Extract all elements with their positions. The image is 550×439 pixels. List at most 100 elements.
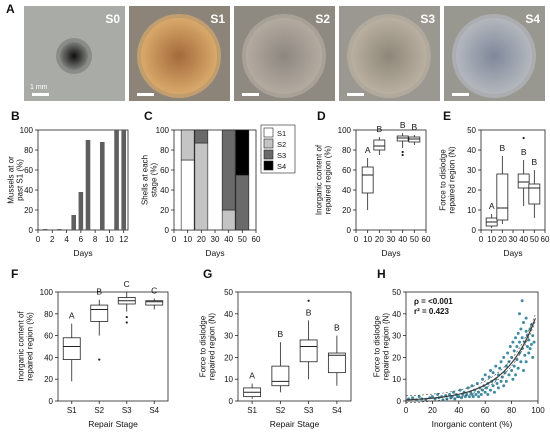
scatter-point (518, 340, 522, 344)
scatter-point (504, 379, 508, 383)
x-tick-label: S3 (122, 406, 132, 415)
y-axis-label: Shells at each (141, 155, 150, 205)
photo-s3: S3 (339, 6, 440, 101)
scatter-point (488, 388, 492, 392)
x-tick-label: 10 (363, 235, 372, 244)
y-tick-label: 0 (229, 397, 234, 406)
scatter-point (483, 373, 487, 377)
y-tick-label: 10 (467, 206, 476, 215)
panel-label: D (317, 109, 326, 123)
box (299, 339, 318, 363)
photo-s4: S4 (444, 6, 545, 101)
y-tick-label: 30 (392, 332, 401, 341)
box (496, 173, 509, 221)
y-tick-label: 40 (467, 146, 476, 155)
y-tick-label: 80 (44, 310, 53, 319)
box (90, 304, 109, 322)
scatter-point (520, 299, 524, 303)
scatter-point (452, 390, 456, 394)
x-tick-label: 0 (354, 235, 359, 244)
scatter-point (488, 368, 492, 372)
x-tick-label: 0 (479, 235, 484, 244)
scatter-point (527, 351, 531, 355)
y-tick-label: 0 (29, 226, 34, 235)
bar (121, 130, 127, 230)
scatter-point (467, 395, 471, 399)
x-tick-label: S1 (247, 406, 257, 415)
box (361, 166, 374, 194)
scatter-point (492, 390, 496, 394)
y-axis-label: Inorganic content of (315, 144, 324, 215)
scatter-point (448, 392, 452, 396)
x-tick-label: 0 (36, 235, 41, 244)
scatter-point (524, 360, 528, 364)
scatter-point (516, 331, 520, 335)
y-tick-label: 80 (342, 146, 351, 155)
x-tick-label: 40 (519, 235, 528, 244)
x-tick-label: 20 (375, 235, 384, 244)
photo-s0: S0 1 mm (24, 6, 125, 101)
plot-frame (57, 291, 169, 402)
x-tick-label: S3 (304, 406, 314, 415)
scatter-point (516, 366, 520, 370)
scatter-point (499, 379, 503, 383)
scatter-point (508, 345, 512, 348)
scatter-point (458, 388, 462, 392)
stacked-bar-segment (194, 129, 209, 144)
x-tick-label: 80 (507, 406, 516, 415)
photo-s1: S1 (129, 6, 230, 101)
scatter-point (470, 384, 474, 388)
x-tick-label: 0 (172, 235, 177, 244)
scatter-point (486, 392, 490, 396)
x-tick-label: 40 (454, 406, 463, 415)
x-tick-label: 12 (119, 235, 128, 244)
x-tick-label: 50 (410, 235, 419, 244)
stacked-bar-segment (180, 129, 195, 161)
legend-swatch (263, 149, 274, 160)
scatter-point (521, 321, 525, 325)
scatter-point (518, 312, 522, 316)
scatter-point (498, 366, 502, 370)
y-axis-label: repaired region (N) (382, 313, 391, 380)
stacked-bar-segment (235, 129, 250, 176)
significance-letter: C (124, 279, 130, 289)
scatter-point (487, 375, 491, 379)
x-tick-label: 50 (530, 235, 539, 244)
box (517, 173, 530, 189)
scatter-point (519, 327, 523, 331)
x-tick-label: 20 (498, 235, 507, 244)
chart-panel-c: C 0 20 40 60 80 100 0 10 20 30 40 50 60 Days Shells at … (141, 109, 296, 258)
y-tick-label: 40 (24, 186, 33, 195)
scatter-point (531, 355, 535, 359)
y-tick-label: 20 (24, 206, 33, 215)
outlier-point (125, 315, 128, 319)
significance-letter: B (278, 329, 284, 339)
y-tick-label: 80 (24, 146, 33, 155)
photo-image (234, 6, 335, 101)
fit-curve (405, 318, 536, 401)
x-tick-label: 60 (422, 235, 431, 244)
box (373, 139, 386, 151)
y-tick-label: 10 (224, 375, 233, 384)
significance-letter: B (96, 287, 102, 297)
legend-label: S1 (277, 129, 286, 138)
outlier-point (125, 321, 128, 324)
scatter-point (520, 336, 524, 340)
y-tick-label: 50 (392, 288, 401, 297)
y-tick-label: 20 (392, 353, 401, 362)
scatter-point (496, 386, 500, 390)
panel-label: G (203, 267, 212, 281)
scatter-point (459, 396, 463, 400)
box (271, 365, 290, 387)
chart-panel-f: F 0 20 40 60 80 100 Repair Stage Inorganic conte… (11, 267, 169, 429)
panel-label: B (11, 109, 20, 123)
photo-s2: S2 (234, 6, 335, 101)
outlier-point (401, 150, 404, 154)
y-axis-label: Force to dislodge (439, 149, 448, 211)
scatter-point (529, 342, 533, 346)
scatter-point (531, 334, 535, 338)
photo-image (339, 6, 440, 101)
x-axis-label: Repair Stage (270, 419, 320, 429)
scatter-point (524, 316, 528, 320)
y-axis-label: Inorganic content of (17, 311, 26, 382)
